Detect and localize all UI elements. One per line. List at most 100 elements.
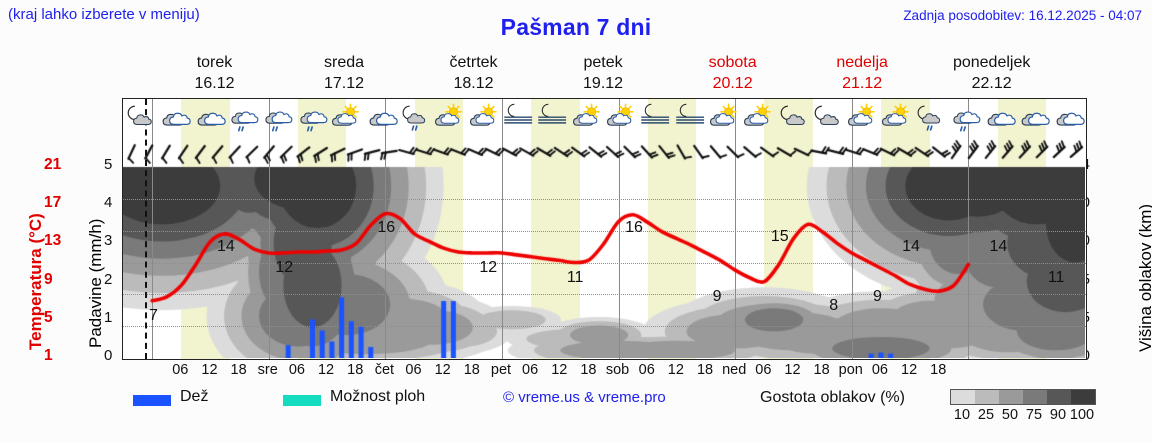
precipitation-tick-1: 4 [104, 194, 113, 212]
day-name: torek [196, 54, 233, 71]
temperature-label-1: 14 [217, 237, 235, 255]
day-name: sobota [708, 54, 757, 71]
day-header-nedelja: nedelja 21.12 [799, 52, 926, 94]
time-label-12-25: 12 [901, 362, 918, 378]
time-label-pet-11: pet [490, 362, 512, 378]
temperature-tick-4: 5 [44, 308, 53, 326]
day-name: ponedeljek [952, 54, 1031, 71]
time-label-18-22: 18 [813, 362, 830, 378]
cloud-density-swatch-100 [1071, 390, 1095, 404]
time-label-12-13: 12 [551, 362, 568, 378]
cloud-density-tick-50: 50 [1001, 407, 1019, 423]
time-label-06-4: 06 [288, 362, 305, 378]
temperature-label-5: 16 [625, 218, 643, 236]
day-header-ponedeljek: ponedeljek 22.12 [928, 52, 1055, 94]
showers-swatch [283, 395, 321, 406]
time-label-06-16: 06 [638, 362, 655, 378]
temperature-label-2: 12 [275, 258, 294, 276]
showers-legend-label: Možnost ploh [330, 388, 426, 405]
meteogram-plot: 7 14 12 16 12 16 11 15 9 8 14 9 14 11 [122, 98, 1087, 360]
temperature-label-12: 14 [989, 237, 1008, 255]
time-label-čet-7: čet [374, 362, 395, 378]
time-label-06-24: 06 [871, 362, 888, 378]
temperature-label-10: 14 [902, 237, 920, 255]
day-date: 19.12 [583, 75, 624, 92]
day-header-petek: petek 19.12 [540, 52, 667, 94]
day-name: sreda [323, 54, 365, 71]
temperature-axis-title: Temperatura (°C) [26, 213, 45, 350]
time-label-sre-3: sre [257, 362, 278, 378]
time-label-18-14: 18 [580, 362, 597, 378]
day-header-bar: torek 16.12 sreda 17.12 četrtek 18.12 petek 19.… [122, 52, 1087, 96]
cloud-height-axis-title: Višina oblakov (km) [1136, 203, 1152, 352]
temperature-tick-1: 17 [44, 194, 62, 212]
temperature-and-precip-layer [123, 99, 1085, 358]
precipitation-tick-4: 1 [104, 308, 113, 326]
last-updated: Zadnja posodobitev: 16.12.2025 - 04:07 [903, 8, 1142, 23]
cloud-density-swatch-90 [1047, 390, 1071, 404]
day-name: nedelja [836, 54, 888, 71]
cloud-density-swatch-75 [1023, 390, 1047, 404]
day-date: 16.12 [194, 75, 235, 92]
cloud-density-swatch-10 [951, 390, 975, 404]
time-label-12-9: 12 [434, 362, 451, 378]
cloud-density-tick-25: 25 [977, 407, 995, 423]
day-date: 20.12 [712, 75, 753, 92]
time-label-12-5: 12 [317, 362, 335, 378]
cloud-density-tick-10: 10 [953, 407, 971, 423]
day-date: 21.12 [842, 75, 883, 92]
time-label-ned-19: ned [722, 362, 747, 378]
time-label-06-8: 06 [405, 362, 422, 378]
cloud-density-tick-90: 90 [1049, 407, 1067, 423]
time-label-18-6: 18 [347, 362, 364, 378]
temperature-label-8: 9 [712, 287, 722, 305]
temperature-label-9: 8 [829, 297, 839, 315]
copyright-link[interactable]: © vreme.us & vreme.pro [503, 389, 666, 406]
day-date: 18.12 [453, 75, 494, 92]
time-label-sob-15: sob [605, 362, 630, 378]
cloud-density-color-scale [950, 389, 1096, 405]
temperature-label-0: 7 [149, 306, 158, 324]
temperature-label-3: 16 [377, 218, 396, 236]
day-header-četrtek: četrtek 18.12 [410, 52, 537, 94]
day-header-torek: torek 16.12 [151, 52, 278, 94]
rain-legend-label: Dež [180, 388, 209, 405]
day-name: četrtek [449, 54, 498, 71]
time-label-18-2: 18 [230, 362, 247, 378]
rain-swatch [133, 395, 171, 406]
cloud-density-swatch-50 [999, 390, 1023, 404]
day-header-sobota: sobota 20.12 [669, 52, 796, 94]
time-label-12-17: 12 [667, 362, 684, 378]
time-label-18-10: 18 [463, 362, 480, 378]
time-label-18-26: 18 [930, 362, 947, 378]
day-name: petek [583, 54, 623, 71]
time-label-06-0: 06 [172, 362, 189, 378]
temperature-tick-3: 9 [44, 270, 53, 288]
precipitation-tick-3: 2 [104, 270, 113, 288]
time-label-12-1: 12 [201, 362, 218, 378]
location-menu-note[interactable]: (kraj lahko izberete v meniju) [8, 6, 200, 23]
time-label-06-20: 06 [755, 362, 772, 378]
time-label-18-18: 18 [696, 362, 714, 378]
cloud-density-legend-label: Gostota oblakov (%) [760, 389, 905, 406]
temperature-label-4: 12 [479, 258, 498, 276]
temperature-tick-2: 13 [44, 232, 62, 250]
precipitation-axis-title: Padavine (mm/h) [86, 218, 105, 348]
cloud-density-tick-75: 75 [1025, 407, 1043, 423]
cloud-density-tick-100: 100 [1069, 407, 1095, 423]
legend: Dež Možnost ploh © vreme.us & vreme.pro … [0, 386, 1152, 426]
temperature-label-11: 9 [872, 287, 882, 305]
day-date: 22.12 [971, 75, 1012, 92]
temperature-tick-0: 21 [44, 156, 62, 173]
temperature-tick-5: 1 [44, 347, 53, 364]
temperature-label-6: 11 [566, 268, 584, 286]
day-header-sreda: sreda 17.12 [281, 52, 408, 94]
time-label-12-21: 12 [784, 362, 801, 378]
precipitation-tick-2: 3 [104, 232, 113, 250]
cloud-density-swatch-25 [975, 390, 999, 404]
page-title: Pašman 7 dni [500, 14, 652, 40]
temperature-label-7: 15 [770, 228, 789, 246]
time-label-06-12: 06 [522, 362, 539, 378]
precipitation-tick-5: 0 [104, 347, 113, 364]
